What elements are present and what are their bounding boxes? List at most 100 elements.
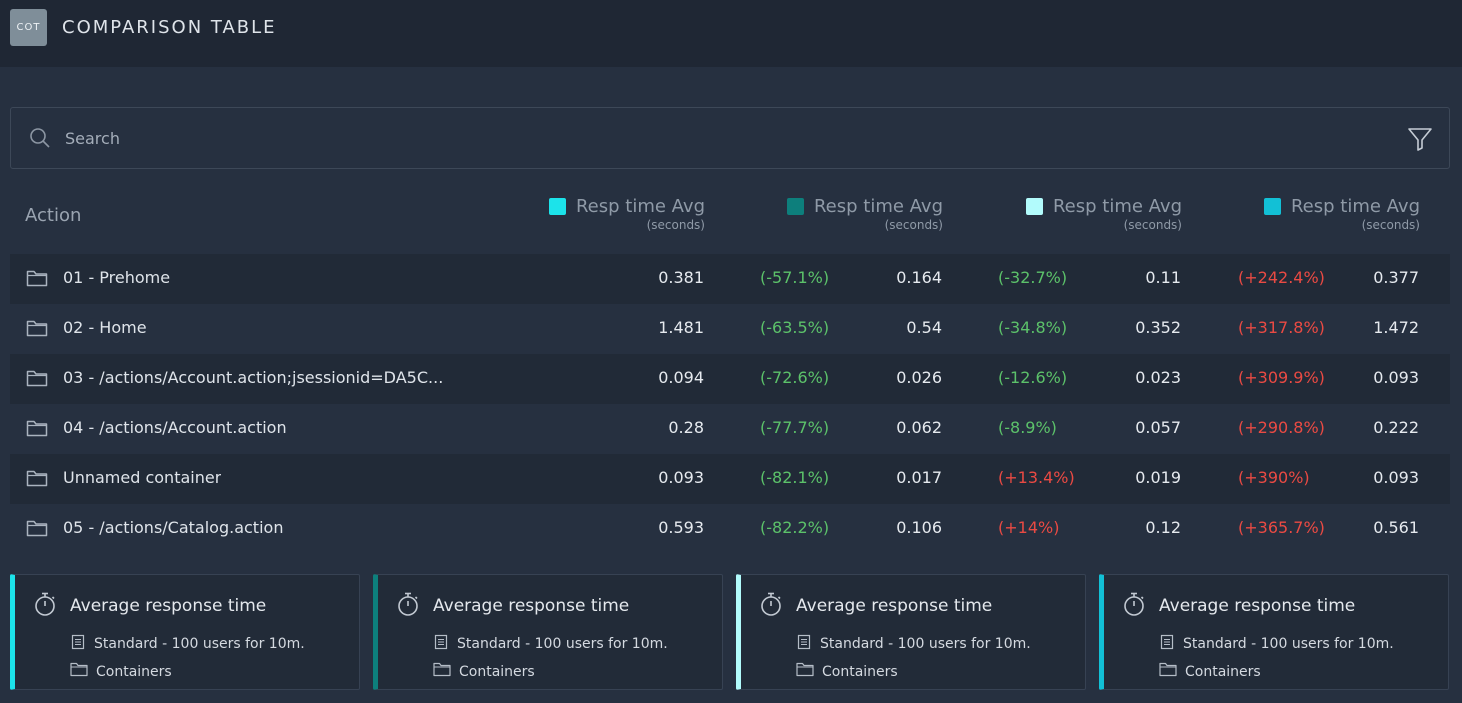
resp-time-value: 0.062 [896,418,942,437]
diff-value: (-77.7%) [760,418,830,437]
resp-time-value: 0.352 [1135,318,1181,337]
folder-icon [26,519,48,541]
action-name: 02 - Home [63,318,147,337]
series-swatch-2 [786,198,804,215]
column-header-label: Resp time Avg [575,196,705,217]
table-row[interactable]: 05 - /actions/Catalog.action 0.593 (-82.2%… [10,504,1450,554]
card-title: Average response time [796,596,993,616]
column-header-1[interactable]: Resp time Avg (seconds) [485,196,705,232]
resp-time-value: 0.106 [896,518,942,537]
top-bar: COT COMPARISON TABLE [0,0,1462,67]
card-scenario: Standard - 100 users for 10m. [796,634,1031,654]
column-header-label: Resp time Avg [1052,196,1182,217]
card-scenario: Standard - 100 users for 10m. [433,634,668,654]
column-header-3[interactable]: Resp time Avg (seconds) [962,196,1182,232]
column-header-unit: (seconds) [1123,218,1182,232]
column-header-label: Resp time Avg [813,196,943,217]
table-row[interactable]: 02 - Home 1.481 (-63.5%) 0.54 (-34.8%) 0.352 (… [10,304,1450,354]
diff-value: (-82.1%) [760,468,830,487]
resp-time-value: 0.12 [1145,518,1181,537]
card-scenario-text: Standard - 100 users for 10m. [820,636,1031,652]
folder-icon [26,269,48,291]
stopwatch-icon [1122,591,1146,621]
diff-value: (+365.7%) [1238,518,1325,537]
resp-time-value: 0.093 [1373,468,1419,487]
resp-time-value: 0.561 [1373,518,1419,537]
folder-icon [26,369,48,391]
resp-time-value: 0.593 [658,518,704,537]
card-scenario: Standard - 100 users for 10m. [70,634,305,654]
folder-icon [26,469,48,491]
diff-value: (+390%) [1238,468,1310,487]
diff-value: (-72.6%) [760,368,830,387]
diff-value: (-8.9%) [998,418,1057,437]
card-scope: Containers [796,662,898,681]
column-header-unit: (seconds) [884,218,943,232]
stopwatch-icon [396,591,420,621]
action-name: 04 - /actions/Account.action [63,418,287,437]
resp-time-value: 0.023 [1135,368,1181,387]
search-icon [30,128,50,148]
card-title: Average response time [1159,596,1356,616]
summary-card[interactable]: Average response time Standard - 100 user… [10,574,360,690]
search-input[interactable] [65,122,1365,154]
diff-value: (+317.8%) [1238,318,1325,337]
resp-time-value: 0.057 [1135,418,1181,437]
card-scenario-text: Standard - 100 users for 10m. [457,636,668,652]
table-row[interactable]: 01 - Prehome 0.381 (-57.1%) 0.164 (-32.7%) 0.… [10,254,1450,304]
diff-value: (+14%) [998,518,1060,537]
card-scope: Containers [70,662,172,681]
series-swatch-4 [1263,198,1281,215]
column-header-action[interactable]: Action [25,205,82,226]
diff-value: (+242.4%) [1238,268,1325,287]
page-title: COMPARISON TABLE [62,17,277,38]
folder-icon [796,662,822,681]
resp-time-value: 0.164 [896,268,942,287]
search-bar [10,107,1450,169]
series-swatch-3 [1025,198,1043,215]
card-scenario-text: Standard - 100 users for 10m. [1183,636,1394,652]
resp-time-value: 0.11 [1145,268,1181,287]
resp-time-value: 0.093 [1373,368,1419,387]
filter-icon[interactable] [1407,126,1433,152]
resp-time-value: 0.381 [658,268,704,287]
action-name: Unnamed container [63,468,222,487]
table-row[interactable]: Unnamed container 0.093 (-82.1%) 0.017 (+13.… [10,454,1450,504]
column-header-unit: (seconds) [1361,218,1420,232]
summary-card[interactable]: Average response time Standard - 100 user… [736,574,1086,690]
card-scope-text: Containers [1185,663,1261,680]
summary-card[interactable]: Average response time Standard - 100 user… [1099,574,1449,690]
column-header-label: Resp time Avg [1290,196,1420,217]
column-header-unit: (seconds) [646,218,705,232]
folder-icon [70,662,96,681]
table-row[interactable]: 03 - /actions/Account.action;jsessionid=… [10,354,1450,404]
folder-icon [26,319,48,341]
action-name: 01 - Prehome [63,268,171,287]
folder-icon [433,662,459,681]
series-swatch-1 [548,198,566,215]
summary-card[interactable]: Average response time Standard - 100 user… [373,574,723,690]
resp-time-value: 1.472 [1373,318,1419,337]
diff-value: (-82.2%) [760,518,830,537]
table-row[interactable]: 04 - /actions/Account.action 0.28 (-77.7%)… [10,404,1450,454]
card-scenario-text: Standard - 100 users for 10m. [94,636,305,652]
resp-time-value: 0.017 [896,468,942,487]
diff-value: (-63.5%) [760,318,830,337]
document-icon [433,634,457,654]
diff-value: (-32.7%) [998,268,1068,287]
column-header-4[interactable]: Resp time Avg (seconds) [1200,196,1420,232]
stopwatch-icon [759,591,783,621]
card-scope-text: Containers [96,663,172,680]
resp-time-value: 0.019 [1135,468,1181,487]
folder-icon [26,419,48,441]
card-scope: Containers [1159,662,1261,681]
column-header-2[interactable]: Resp time Avg (seconds) [723,196,943,232]
card-title: Average response time [433,596,630,616]
diff-value: (-12.6%) [998,368,1068,387]
resp-time-value: 0.094 [658,368,704,387]
action-name: 05 - /actions/Catalog.action [63,518,284,537]
card-scope-text: Containers [459,663,535,680]
app-logo: COT [10,9,47,46]
document-icon [796,634,820,654]
diff-value: (+309.9%) [1238,368,1325,387]
